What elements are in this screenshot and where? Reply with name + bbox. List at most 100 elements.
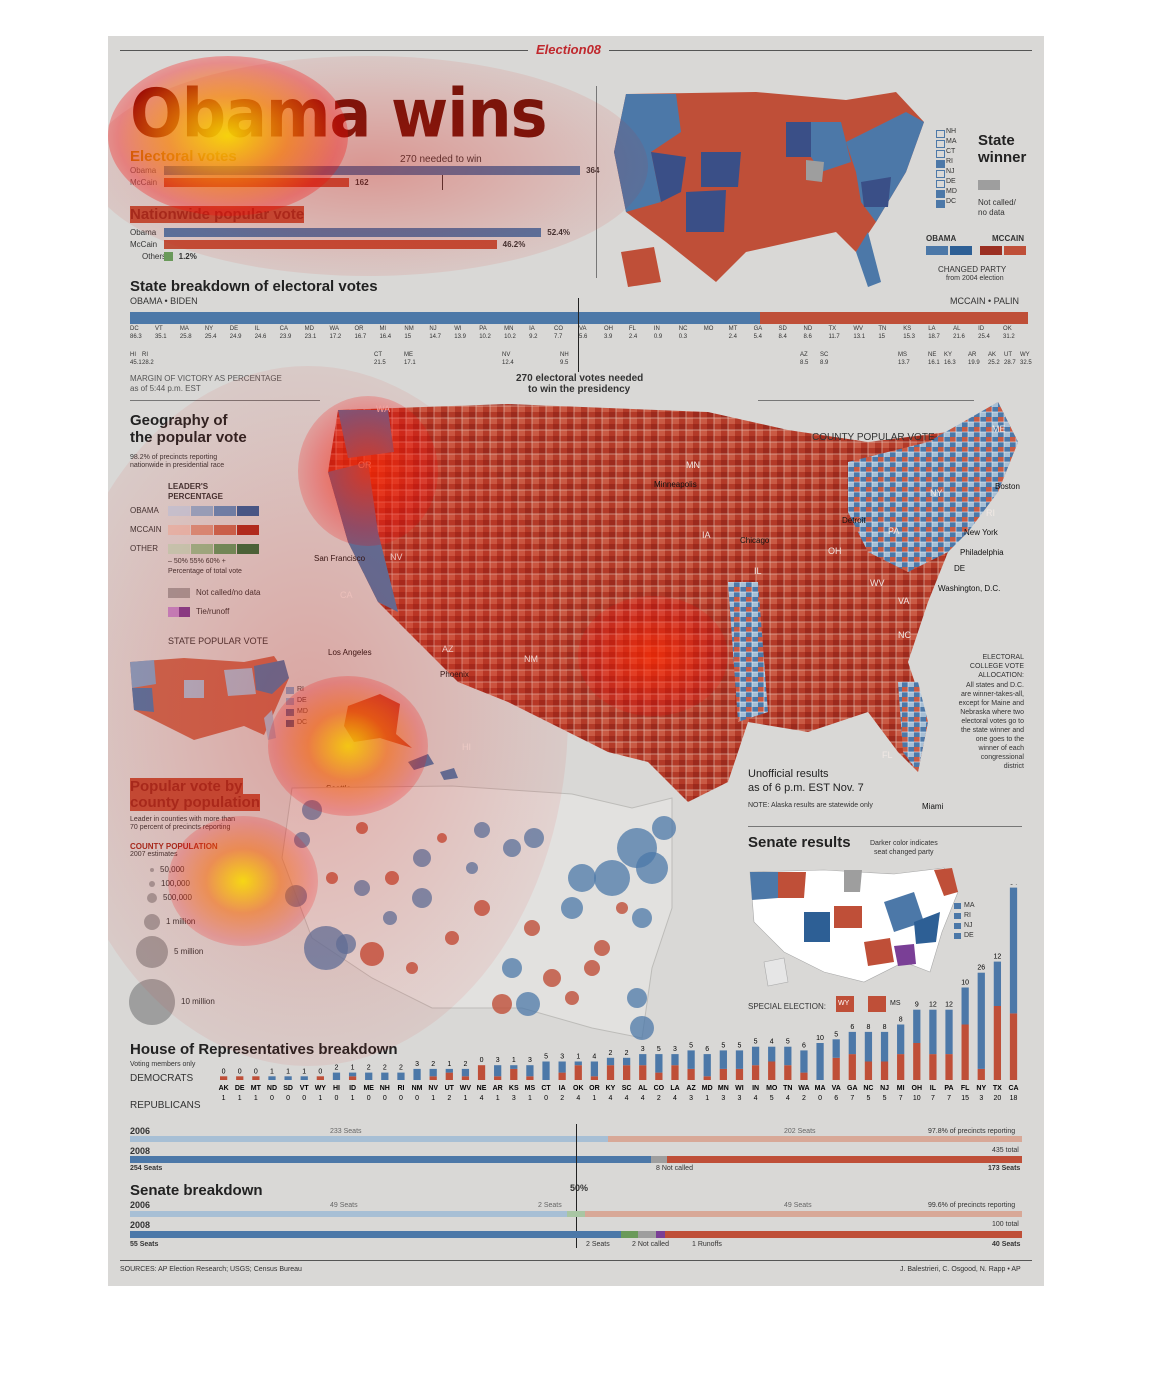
house-state-fl: 10 FL 15 (961, 980, 970, 1103)
house-2008-label: 2008 (130, 1146, 151, 1156)
house-state-label: UT (445, 1085, 455, 1092)
house-dem-bar (687, 1050, 695, 1069)
house-sub: Voting members only (130, 1061, 196, 1068)
house-state-label: VT (300, 1085, 310, 1092)
breakdown-state-low: KY (944, 352, 953, 358)
house-dem-value: 5 (657, 1046, 661, 1053)
house-rep-value: 1 (592, 1095, 596, 1102)
house-state-de: 0 DE 1 (235, 1068, 245, 1102)
senate-2008-runoff (656, 1231, 666, 1238)
house-state-me: 2 ME 0 (363, 1065, 374, 1102)
house-2008-rep (667, 1156, 1022, 1163)
breakdown-state: FL (628, 326, 636, 332)
main-map-state-label: WA (376, 404, 391, 414)
allocation-title: ALLOCATION: (978, 672, 1024, 679)
house-state-ar: 3 AR 1 (493, 1057, 503, 1102)
bubble-legend-circle (129, 979, 175, 1025)
pop-small-swatch (286, 698, 294, 705)
senate-small-swatch (954, 903, 961, 909)
house-rep-bar (655, 1072, 663, 1080)
house-dem-bar (832, 1039, 840, 1058)
breakdown-state-low: UT (1004, 352, 1012, 358)
breakdown-margin: 2.4 (728, 334, 737, 340)
house-state-wy: 0 WY 1 (315, 1068, 327, 1102)
geography-title-1: Geography of (130, 412, 228, 429)
house-state-label: ND (267, 1085, 277, 1092)
leader-row-label: OBAMA (130, 506, 159, 515)
house-dem-value: 2 (431, 1061, 435, 1068)
house-state-wa: 6 WA 2 (798, 1042, 809, 1102)
not-called-swatch (978, 180, 1000, 190)
house-dem-bar (510, 1065, 518, 1069)
house-state-label: VA (832, 1085, 841, 1092)
house-state-label: KS (509, 1085, 519, 1092)
leader-swatch (214, 544, 236, 554)
house-dem-bar (381, 1072, 389, 1080)
main-map-state-label: IL (754, 566, 762, 576)
breakdown-state-low: HI (130, 352, 136, 358)
small-state-swatch (936, 160, 945, 168)
house-dem-bar (929, 1009, 937, 1055)
house-rep-value: 3 (689, 1095, 693, 1102)
house-rep-value: 20 (993, 1095, 1001, 1102)
house-rep-value: 0 (270, 1095, 274, 1102)
house-2006-rep (607, 1136, 1022, 1142)
house-state-tn: 5 TN 4 (783, 1039, 792, 1102)
geography-title-2: the popular vote (130, 429, 247, 446)
senate-results-rule (748, 826, 1022, 827)
senate-2006-ind-seats: 2 Seats (538, 1202, 562, 1209)
leader-swatch (168, 525, 190, 535)
breakdown-margin-low: 21.5 (374, 360, 386, 366)
house-state-label: SD (283, 1085, 293, 1092)
small-state-swatch (936, 140, 945, 148)
breakdown-margin: 16.7 (354, 334, 367, 340)
house-state-mo: 4 MO 5 (766, 1039, 778, 1102)
house-dem-bar (494, 1065, 502, 1077)
breakdown-state: WA (329, 326, 339, 332)
ev-row-value: 162 (355, 178, 369, 187)
house-state-label: MN (718, 1085, 729, 1092)
house-state-ks: 1 KS 3 (509, 1057, 519, 1102)
house-rep-bar (751, 1065, 760, 1080)
house-dem-value: 8 (883, 1024, 887, 1031)
senate-results-note-1: Darker color indicates (870, 840, 938, 847)
leader-swatch (214, 506, 236, 516)
leader-scale: – 50% 55% 60% + (168, 558, 226, 565)
house-state-wv: 2 WV 1 (460, 1061, 472, 1102)
breakdown-margin-low: 16.1 (928, 360, 940, 366)
house-state-label: MS (525, 1085, 536, 1092)
city-label-de: DE (954, 564, 966, 573)
house-rep-bar (719, 1068, 727, 1080)
breakdown-state-low: AR (968, 352, 977, 358)
house-rep-value: 2 (657, 1095, 661, 1102)
county-pop-legend-title: COUNTY POPULATION (130, 842, 218, 851)
city-label-boston: Boston (995, 482, 1020, 491)
main-map-state-label: NV (390, 552, 403, 562)
house-rep-bar (880, 1061, 889, 1080)
bubble-legend-label: 10 million (181, 997, 215, 1006)
house-state-label: RI (397, 1085, 404, 1092)
house-dem-bar (655, 1054, 663, 1073)
house-dem-value: 3 (415, 1061, 419, 1068)
tie-swatch-dark (179, 607, 190, 617)
house-dem-bar (365, 1072, 373, 1080)
main-map-state-label: VA (898, 596, 910, 606)
county-pop-sub-2: 70 percent of precincts reporting (130, 824, 231, 831)
senate-small-swatch (954, 933, 961, 939)
house-state-label: AL (638, 1085, 648, 1092)
small-state-label: MA (946, 138, 957, 145)
house-state-ia: 3 IA 2 (558, 1054, 566, 1102)
house-dem-value: 1 (302, 1068, 306, 1075)
breakdown-margin: 25.4 (204, 334, 217, 340)
house-dem-value: 3 (641, 1046, 645, 1053)
house-rep-bar (1009, 1013, 1018, 1080)
house-state-label: IN (752, 1085, 759, 1092)
senate-2006-bar (130, 1211, 1022, 1217)
mccain-changed-swatch (980, 246, 1002, 255)
house-dem-bar (332, 1072, 341, 1080)
breakdown-margin: 7.7 (554, 334, 563, 340)
senate-2006-dem (130, 1211, 568, 1217)
alaska-statewide-shape (344, 694, 412, 748)
senate-results-note-2: seat changed party (874, 849, 934, 856)
house-rep-value: 4 (609, 1095, 613, 1102)
